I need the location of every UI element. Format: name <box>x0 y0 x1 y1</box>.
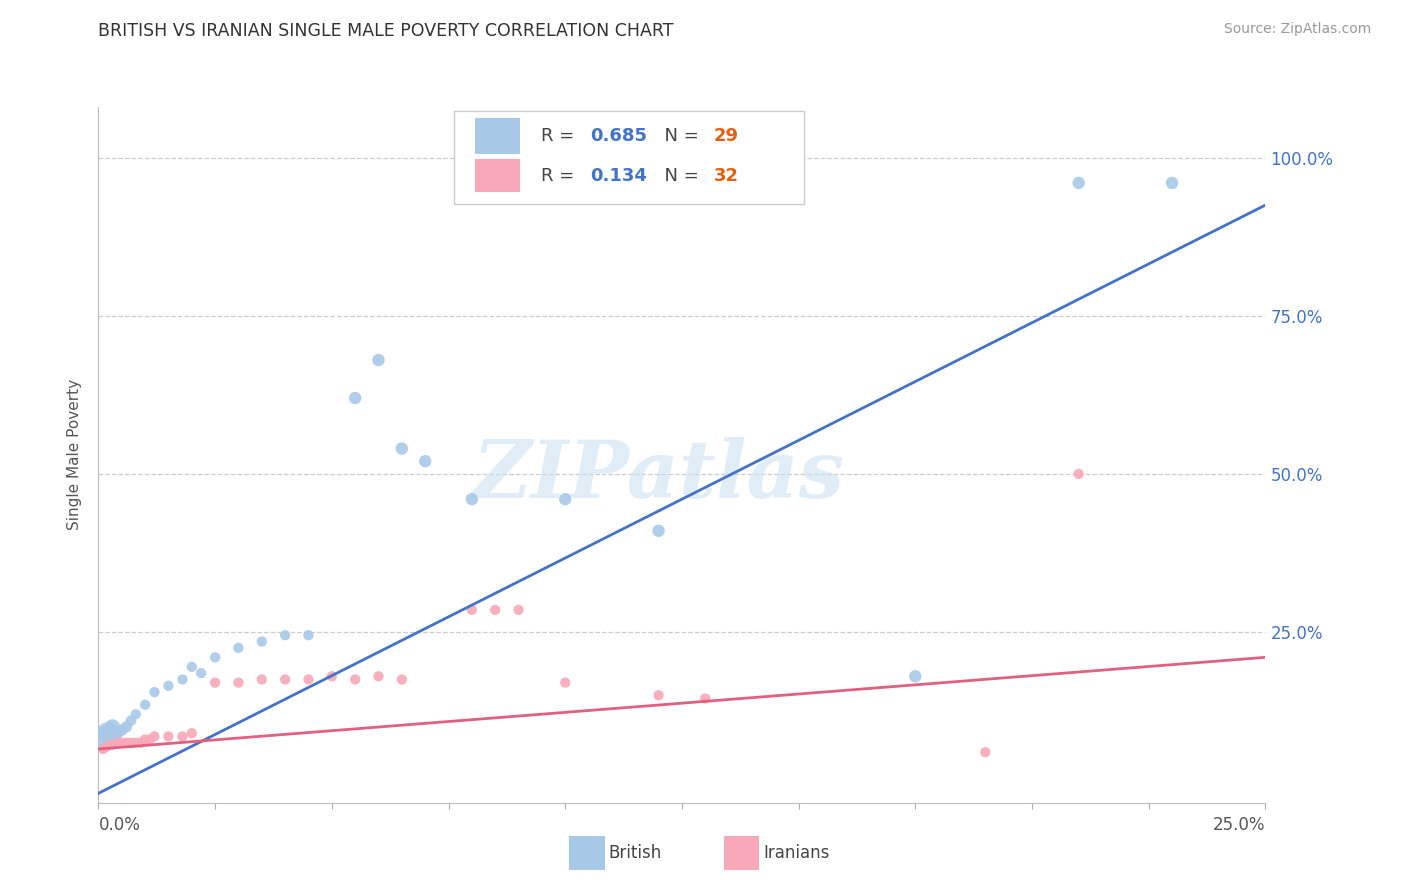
FancyBboxPatch shape <box>475 118 520 154</box>
Text: N =: N = <box>652 167 704 185</box>
Point <box>297 673 319 687</box>
Point <box>91 742 114 756</box>
Point <box>125 707 148 722</box>
Point <box>204 675 226 690</box>
Text: 32: 32 <box>713 167 738 185</box>
Point <box>180 726 202 740</box>
Text: BRITISH VS IRANIAN SINGLE MALE POVERTY CORRELATION CHART: BRITISH VS IRANIAN SINGLE MALE POVERTY C… <box>98 22 673 40</box>
Point <box>139 732 162 747</box>
Point <box>111 736 134 750</box>
Point <box>1067 176 1090 190</box>
Point <box>172 673 194 687</box>
Point <box>134 698 156 712</box>
Point <box>344 391 367 405</box>
Point <box>105 736 128 750</box>
Text: Source: ZipAtlas.com: Source: ZipAtlas.com <box>1223 22 1371 37</box>
FancyBboxPatch shape <box>475 160 520 192</box>
Point <box>134 732 156 747</box>
FancyBboxPatch shape <box>454 111 804 204</box>
Point <box>91 732 114 747</box>
Text: Iranians: Iranians <box>763 844 830 862</box>
Point <box>120 714 142 728</box>
Point <box>97 726 120 740</box>
Point <box>297 628 319 642</box>
Point <box>391 442 413 456</box>
Point <box>172 730 194 744</box>
Point <box>554 675 576 690</box>
Text: 0.134: 0.134 <box>589 167 647 185</box>
Point <box>974 745 997 759</box>
Point <box>413 454 436 468</box>
Point <box>157 679 180 693</box>
Point <box>143 685 166 699</box>
Point <box>228 675 250 690</box>
Point <box>125 736 148 750</box>
Y-axis label: Single Male Poverty: Single Male Poverty <box>67 379 83 531</box>
Text: R =: R = <box>541 167 579 185</box>
Point <box>695 691 717 706</box>
Point <box>321 669 343 683</box>
Point <box>367 669 389 683</box>
Point <box>274 628 297 642</box>
Point <box>274 673 297 687</box>
Point <box>97 739 120 753</box>
Point <box>904 669 927 683</box>
Point <box>204 650 226 665</box>
Point <box>101 720 124 734</box>
Point <box>391 673 413 687</box>
Point <box>228 640 250 655</box>
Point <box>1067 467 1090 481</box>
Text: 0.0%: 0.0% <box>98 816 141 834</box>
Text: N =: N = <box>652 128 704 145</box>
Point <box>129 736 152 750</box>
Point <box>190 666 212 681</box>
Point <box>508 603 530 617</box>
Point <box>554 492 576 507</box>
Point <box>344 673 367 687</box>
Text: 29: 29 <box>713 128 738 145</box>
Point <box>157 730 180 744</box>
Point <box>647 688 669 702</box>
Point <box>647 524 669 538</box>
Point <box>115 720 138 734</box>
Point <box>115 736 138 750</box>
Text: R =: R = <box>541 128 579 145</box>
Text: 25.0%: 25.0% <box>1213 816 1265 834</box>
Point <box>1161 176 1184 190</box>
Point <box>484 603 506 617</box>
Point <box>250 634 273 648</box>
Point <box>461 492 484 507</box>
Point <box>105 726 128 740</box>
Point <box>120 736 142 750</box>
Point <box>143 730 166 744</box>
Point <box>461 603 484 617</box>
Text: ZIPatlas: ZIPatlas <box>472 437 845 515</box>
Point <box>101 738 124 752</box>
Point <box>250 673 273 687</box>
Point <box>180 660 202 674</box>
Text: British: British <box>609 844 662 862</box>
Point <box>111 723 134 737</box>
Point <box>367 353 389 368</box>
Text: 0.685: 0.685 <box>589 128 647 145</box>
